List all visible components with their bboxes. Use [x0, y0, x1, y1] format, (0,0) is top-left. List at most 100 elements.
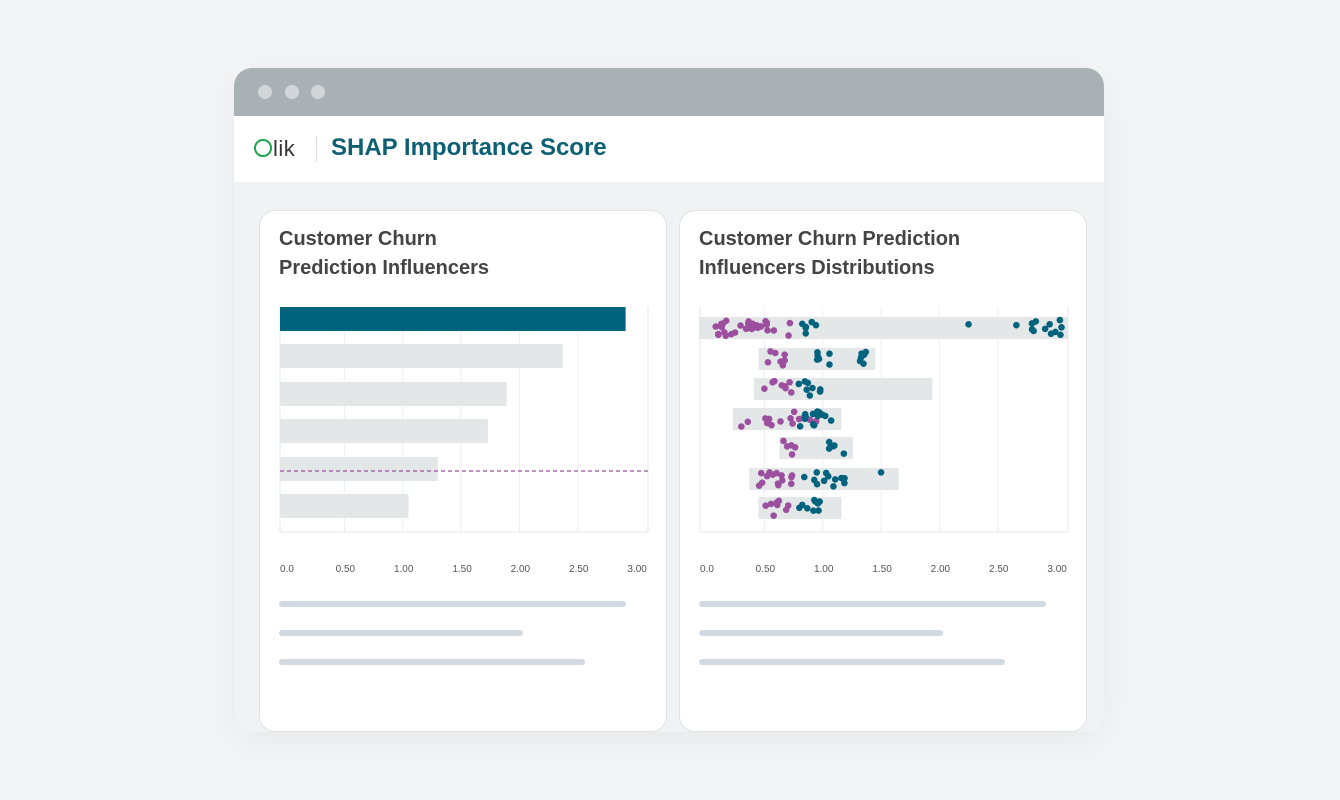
header-divider [316, 136, 317, 162]
x-tick-label: 0.0 [700, 564, 714, 575]
purple-point [787, 415, 794, 422]
purple-point [795, 415, 803, 423]
teal-point [965, 321, 972, 328]
teal-point [821, 412, 829, 420]
teal-point [826, 350, 833, 357]
purple-point [728, 330, 735, 338]
qlik-logo[interactable]: lik [254, 136, 295, 162]
teal-point [815, 507, 822, 514]
teal-point [804, 379, 812, 387]
purple-point [764, 327, 771, 334]
influencers-card: Customer Churn Prediction Influencers 0.0… [259, 210, 667, 732]
purple-point [777, 418, 784, 425]
teal-point [1046, 320, 1053, 328]
purple-point [762, 415, 769, 422]
teal-point [840, 450, 848, 457]
purple-point [788, 472, 796, 479]
teal-point [822, 469, 830, 477]
purple-point [777, 358, 784, 365]
teal-point [816, 498, 823, 505]
purple-point [721, 329, 728, 336]
teal-point [816, 388, 824, 395]
purple-point [770, 512, 777, 519]
x-tick-label: 0.0 [280, 564, 294, 575]
bar-6 [280, 494, 409, 518]
x-tick-label: 3.00 [627, 564, 647, 575]
bar-3 [280, 382, 507, 406]
teal-point [813, 469, 821, 476]
teal-point [1032, 318, 1040, 325]
text-placeholder-line [699, 601, 1046, 607]
text-placeholder-line [279, 659, 585, 665]
x-tick-label: 1.50 [452, 564, 472, 575]
x-tick-label: 2.50 [569, 564, 589, 575]
teal-point [809, 410, 817, 418]
purple-point [769, 378, 776, 386]
text-placeholder-line [279, 630, 523, 636]
window-dot-maximize[interactable] [311, 85, 325, 99]
teal-point [857, 354, 865, 361]
teal-point [838, 474, 845, 482]
card-title: Customer Churn Prediction Influencers Dis… [699, 228, 961, 279]
teal-point [809, 384, 816, 392]
window-titlebar [234, 68, 1104, 116]
purple-point [763, 321, 771, 328]
teal-point [1013, 321, 1020, 329]
x-tick-label: 2.00 [511, 564, 531, 575]
distributions-swarm-chart: 0.0 0.50 1.00 1.50 2.00 2.50 3.00 [698, 307, 1069, 575]
teal-point [825, 445, 833, 452]
purple-point [786, 319, 794, 327]
teal-point [1028, 326, 1036, 333]
purple-point [788, 480, 795, 488]
purple-point [764, 359, 772, 366]
purple-point [780, 437, 787, 445]
teal-point [798, 501, 806, 509]
app-header: lik SHAP Importance Score [234, 116, 1104, 182]
purple-point [757, 323, 765, 330]
text-placeholder-line [279, 601, 626, 607]
purple-point [744, 418, 752, 426]
purple-point [761, 385, 768, 392]
purple-point [788, 451, 796, 458]
bar-4 [280, 419, 488, 443]
purple-point [770, 327, 778, 334]
page-title: SHAP Importance Score [331, 134, 607, 161]
purple-point [742, 325, 750, 333]
purple-point [785, 332, 792, 339]
text-placeholder-line [699, 659, 1005, 665]
purple-point [768, 421, 775, 429]
purple-point [763, 472, 771, 480]
card-title: Customer Churn Prediction Influencers [279, 228, 490, 279]
purple-point [782, 506, 790, 514]
teal-point [820, 477, 828, 485]
x-tick-label: 0.50 [336, 564, 356, 575]
window-dot-close[interactable] [258, 85, 272, 99]
window-dot-minimize[interactable] [285, 85, 299, 99]
teal-point [803, 505, 811, 512]
teal-point [813, 480, 821, 488]
purple-point [738, 423, 745, 430]
purple-point [737, 322, 744, 329]
app-window: lik SHAP Importance Score Customer Churn… [234, 68, 1104, 732]
distribution-band-3 [753, 378, 933, 400]
purple-point [767, 500, 775, 508]
purple-point [787, 389, 795, 396]
teal-point [806, 392, 814, 399]
teal-point [877, 469, 885, 476]
purple-point [755, 482, 763, 490]
teal-point [841, 479, 848, 487]
teal-point [1058, 324, 1065, 331]
purple-point [786, 379, 793, 386]
x-tick-label: 1.50 [872, 564, 892, 575]
teal-point [808, 318, 816, 326]
purple-point [715, 331, 722, 339]
purple-point [774, 501, 781, 509]
bar-5 [280, 457, 438, 481]
bar-2 [280, 344, 563, 368]
purple-point [745, 318, 752, 325]
purple-point [781, 351, 788, 358]
x-tick-label: 0.50 [756, 564, 776, 575]
purple-point [719, 320, 727, 327]
purple-point [789, 420, 796, 427]
purple-point [757, 469, 765, 477]
